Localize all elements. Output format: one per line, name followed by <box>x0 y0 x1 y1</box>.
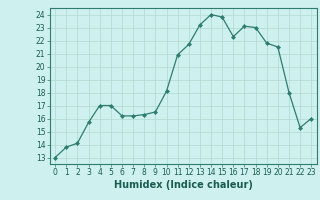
X-axis label: Humidex (Indice chaleur): Humidex (Indice chaleur) <box>114 180 252 190</box>
